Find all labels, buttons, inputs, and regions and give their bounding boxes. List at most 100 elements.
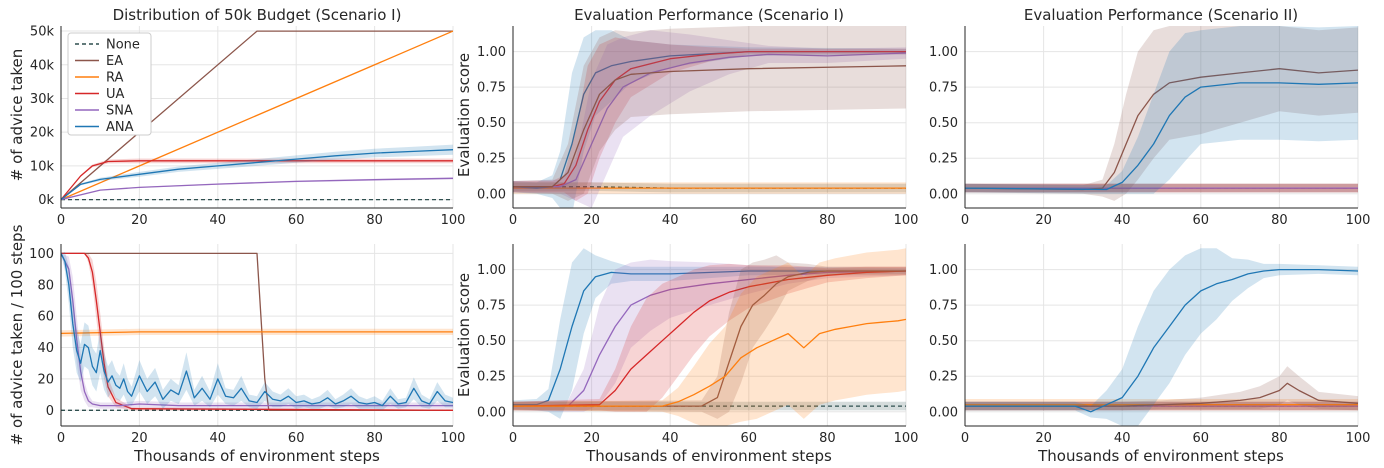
eval2b-ytick-label: 0.50	[929, 334, 958, 349]
budget-xtick-label: 60	[288, 213, 305, 228]
eval1-line-ua	[513, 50, 906, 188]
legend-label-ua: UA	[106, 87, 125, 102]
eval2b-series-group	[965, 248, 1358, 426]
eval2-xtick-label: 0	[961, 213, 969, 228]
eval1b-xtick-label: 0	[509, 431, 517, 446]
eval1-xtick-label: 20	[583, 213, 600, 228]
rate-ytick-label: 0	[46, 404, 54, 419]
eval2-panel: 0 20 40 60 80 100 0.00 0.25 0.50 0.75 1.00	[929, 26, 1371, 228]
eval1b-xtick-label: 20	[583, 431, 600, 446]
eval1b-band-sna	[513, 259, 906, 412]
eval2-line-ea	[965, 68, 1358, 191]
budget-line-ea	[61, 30, 453, 201]
budget-panel: 0 20 40 60 80 100 0k 10k 20k 30k 40k 50k	[30, 25, 465, 228]
eval2-xtick-label: 40	[1114, 213, 1131, 228]
rate-series-group	[61, 251, 453, 411]
eval1b-series-group	[513, 248, 906, 426]
rate-band-ana	[61, 251, 453, 411]
eval1b-band-ua	[513, 263, 906, 412]
rate-band-ra	[61, 328, 453, 337]
rate-ytick-label: 100	[29, 247, 54, 262]
eval2-ytick-label: 0.50	[929, 116, 958, 131]
eval1-xtick-label: 100	[894, 213, 919, 228]
eval2b-xtick-label: 80	[1271, 431, 1288, 446]
budget-ytick-label: 10k	[30, 159, 55, 174]
eval2-ytick-label: 0.00	[929, 187, 958, 202]
budget-ytick-label: 30k	[30, 92, 55, 107]
eval1-xtick-label: 80	[819, 213, 836, 228]
eval2b-line-ana	[965, 268, 1358, 413]
rate-ytick-label: 60	[37, 310, 54, 325]
rate-xtick-label: 0	[57, 431, 65, 446]
eval1-title: Evaluation Performance (Scenario I)	[574, 6, 844, 24]
eval1b-ytick-label: 0.25	[477, 370, 506, 385]
eval2-xtick-label: 20	[1035, 213, 1052, 228]
budget-line-ana	[61, 149, 453, 201]
eval1b-panel: 0 20 40 60 80 100 0.00 0.25 0.50 0.75 1.00	[477, 244, 918, 446]
eval2-title: Evaluation Performance (Scenario II)	[1024, 6, 1298, 24]
panels: 0 20 40 60 80 100 0k 10k 20k 30k 40k 50k 0 20 40 60 80 10…	[29, 25, 1371, 446]
eval1-line-sna	[513, 52, 906, 188]
eval1b-ylabel: Evaluation score	[455, 273, 473, 397]
eval1b-line-sna	[513, 270, 906, 407]
rate-panel: 0 20 40 60 80 100 0 20 40 60 80 100	[29, 244, 465, 446]
budget-xtick-label: 20	[131, 213, 148, 228]
budget-line-sna	[61, 177, 453, 201]
legend-label-sna: SNA	[106, 104, 133, 119]
eval2b-ytick-label: 0.75	[929, 299, 958, 314]
eval1b-xtick-label: 100	[894, 431, 919, 446]
eval2b-xtick-label: 20	[1035, 431, 1052, 446]
eval1-band-sna	[513, 30, 906, 208]
budget-ytick-label: 40k	[30, 58, 55, 73]
rate-xtick-label: 60	[288, 431, 305, 446]
rate-line-ra	[61, 331, 453, 335]
eval2-xtick-label: 60	[1193, 213, 1210, 228]
eval2-band-ea	[965, 26, 1358, 201]
eval2-series-group	[965, 26, 1358, 201]
eval1b-band-ana	[513, 248, 906, 419]
rate-xtick-label: 20	[131, 431, 148, 446]
eval1-ytick-label: 0.25	[477, 152, 506, 167]
eval1b-ytick-label: 0.50	[477, 334, 506, 349]
eval1-panel: 0 20 40 60 80 100 0.00 0.25 0.50 0.75 1.00	[477, 26, 919, 228]
legend-label-ana: ANA	[106, 120, 134, 135]
budget-line-ra	[61, 30, 453, 201]
eval1-band-ea	[513, 26, 906, 201]
eval2b-panel: 0 20 40 60 80 100 0.00 0.25 0.50 0.75 1.00	[929, 244, 1370, 446]
budget-title: Distribution of 50k Budget (Scenario I)	[113, 6, 402, 24]
eval2b-ytick-label: 0.00	[929, 405, 958, 420]
eval2b-xtick-label: 0	[961, 431, 969, 446]
legend-label-ra: RA	[106, 71, 124, 86]
budget-xtick-label: 100	[441, 213, 466, 228]
eval1b-ytick-label: 1.00	[477, 263, 506, 278]
budget-ytick-label: 20k	[30, 126, 55, 141]
rate-ytick-label: 80	[37, 278, 54, 293]
eval1b-line-ua	[513, 270, 906, 407]
eval1b-xtick-label: 40	[662, 431, 679, 446]
eval1-ytick-label: 0.75	[477, 81, 506, 96]
eval1-xtick-label: 0	[509, 213, 517, 228]
eval1b-xlabel: Thousands of environment steps	[585, 447, 832, 465]
eval1b-line-ea	[513, 270, 906, 407]
eval1b-xtick-label: 60	[741, 431, 758, 446]
eval2b-ytick-label: 0.25	[929, 370, 958, 385]
eval1-line-ea	[513, 65, 906, 188]
eval2b-band-ea	[965, 366, 1358, 411]
eval2-ytick-label: 1.00	[929, 45, 958, 60]
budget-ytick-label: 50k	[30, 25, 55, 40]
eval2b-xtick-label: 40	[1114, 431, 1131, 446]
rate-xtick-label: 100	[441, 431, 466, 446]
rate-line-ana	[61, 253, 453, 407]
eval2-line-ana	[965, 82, 1358, 191]
eval1b-ytick-label: 0.75	[477, 299, 506, 314]
rate-ylabel: # of advice taken / 100 steps	[8, 224, 26, 445]
eval1-ytick-label: 0.00	[477, 187, 506, 202]
eval1b-band-ea	[513, 255, 906, 419]
eval2-xtick-label: 100	[1346, 213, 1371, 228]
legend-label-ea: EA	[106, 54, 123, 69]
eval1-xtick-label: 40	[662, 213, 679, 228]
rate-xtick-label: 80	[366, 431, 383, 446]
